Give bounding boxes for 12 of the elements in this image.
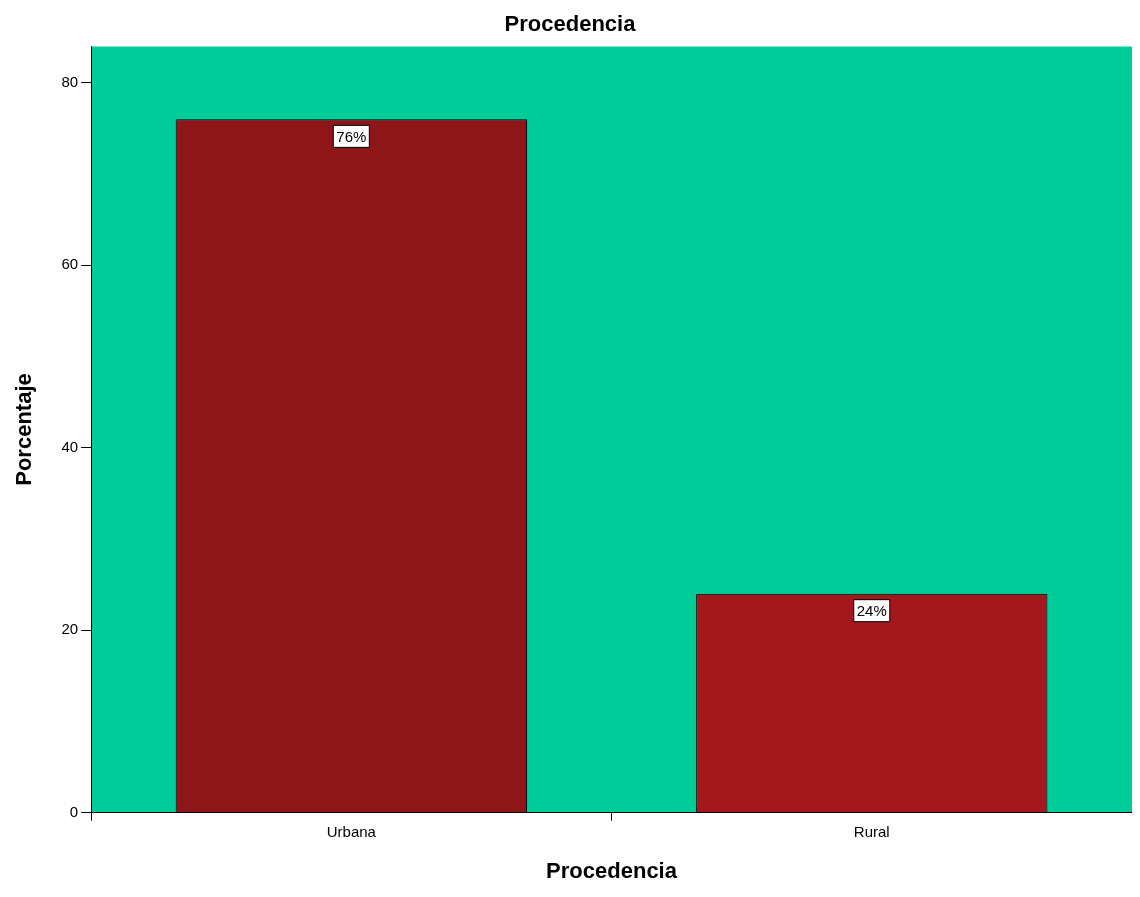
- chart-title: Procedencia: [504, 11, 637, 37]
- x-tick-label: Urbana: [326, 822, 377, 840]
- y-tick-label: 80: [61, 73, 79, 91]
- y-axis-title: Porcentaje: [11, 373, 37, 486]
- x-tick-label: Rural: [853, 822, 890, 840]
- y-tick-label: 40: [61, 437, 79, 455]
- y-tick-label: 0: [69, 802, 79, 820]
- y-tick-label: 60: [61, 255, 79, 273]
- y-tick-label: 20: [61, 620, 79, 638]
- data-label: 76%: [336, 127, 367, 145]
- x-axis-title: Procedencia: [546, 857, 678, 883]
- data-label: 24%: [856, 601, 887, 619]
